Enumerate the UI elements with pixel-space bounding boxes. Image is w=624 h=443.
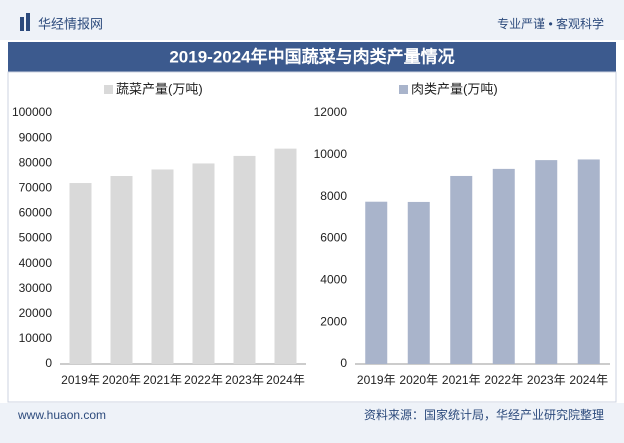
logo xyxy=(20,17,24,31)
y-tick-label: 20000 xyxy=(19,306,53,320)
footer-bar xyxy=(0,403,624,443)
x-tick-label: 2019年 xyxy=(357,373,396,387)
frame xyxy=(7,71,617,403)
brand: 华经情报网 xyxy=(38,16,103,31)
y-tick-label: 70000 xyxy=(19,180,53,194)
x-tick-label: 2022年 xyxy=(484,373,523,387)
logo xyxy=(26,13,30,31)
bar xyxy=(69,183,92,364)
chart-title: 2019-2024年中国蔬菜与肉类产量情况 xyxy=(169,46,454,66)
y-tick-label: 100000 xyxy=(12,105,52,119)
bar xyxy=(110,176,133,364)
y-tick-label: 8000 xyxy=(320,189,347,203)
legend-swatch xyxy=(399,85,408,94)
x-tick-label: 2023年 xyxy=(527,373,566,387)
y-tick-label: 80000 xyxy=(19,155,53,169)
title-bar xyxy=(8,42,616,72)
bar xyxy=(492,168,515,364)
bar xyxy=(365,201,388,364)
y-tick-label: 0 xyxy=(340,356,347,370)
footer-source: 资料来源：国家统计局，华经产业研究院整理 xyxy=(364,407,604,422)
y-tick-label: 6000 xyxy=(320,231,347,245)
x-tick-label: 2024年 xyxy=(266,373,305,387)
y-tick-label: 60000 xyxy=(19,206,53,220)
bar xyxy=(274,148,297,364)
bar xyxy=(535,160,558,364)
y-tick-label: 90000 xyxy=(19,130,53,144)
x-tick-label: 2020年 xyxy=(102,373,141,387)
tagline: 专业严谨 • 客观科学 xyxy=(497,16,604,31)
x-tick-label: 2019年 xyxy=(61,373,100,387)
y-tick-label: 0 xyxy=(45,356,52,370)
legend-swatch xyxy=(104,85,113,94)
footer-url: www.huaon.com xyxy=(17,408,106,422)
y-tick-label: 12000 xyxy=(314,105,348,119)
legend-label: 肉类产量(万吨) xyxy=(411,81,498,96)
y-tick-label: 40000 xyxy=(19,256,53,270)
y-tick-label: 30000 xyxy=(19,281,53,295)
bar xyxy=(450,175,473,364)
y-tick-label: 4000 xyxy=(320,273,347,287)
y-tick-label: 10000 xyxy=(19,331,53,345)
x-tick-label: 2020年 xyxy=(399,373,438,387)
x-tick-label: 2021年 xyxy=(143,373,182,387)
x-tick-label: 2022年 xyxy=(184,373,223,387)
x-tick-label: 2021年 xyxy=(442,373,481,387)
bar xyxy=(577,159,600,364)
header-bar xyxy=(0,0,624,40)
bar xyxy=(151,169,174,364)
bar xyxy=(233,155,256,364)
y-tick-label: 50000 xyxy=(19,231,53,245)
x-tick-label: 2023年 xyxy=(225,373,264,387)
y-tick-label: 10000 xyxy=(314,147,348,161)
bar xyxy=(407,201,430,364)
bar xyxy=(192,163,215,364)
legend-label: 蔬菜产量(万吨) xyxy=(116,81,203,96)
x-tick-label: 2024年 xyxy=(569,373,608,387)
y-tick-label: 2000 xyxy=(320,314,347,328)
